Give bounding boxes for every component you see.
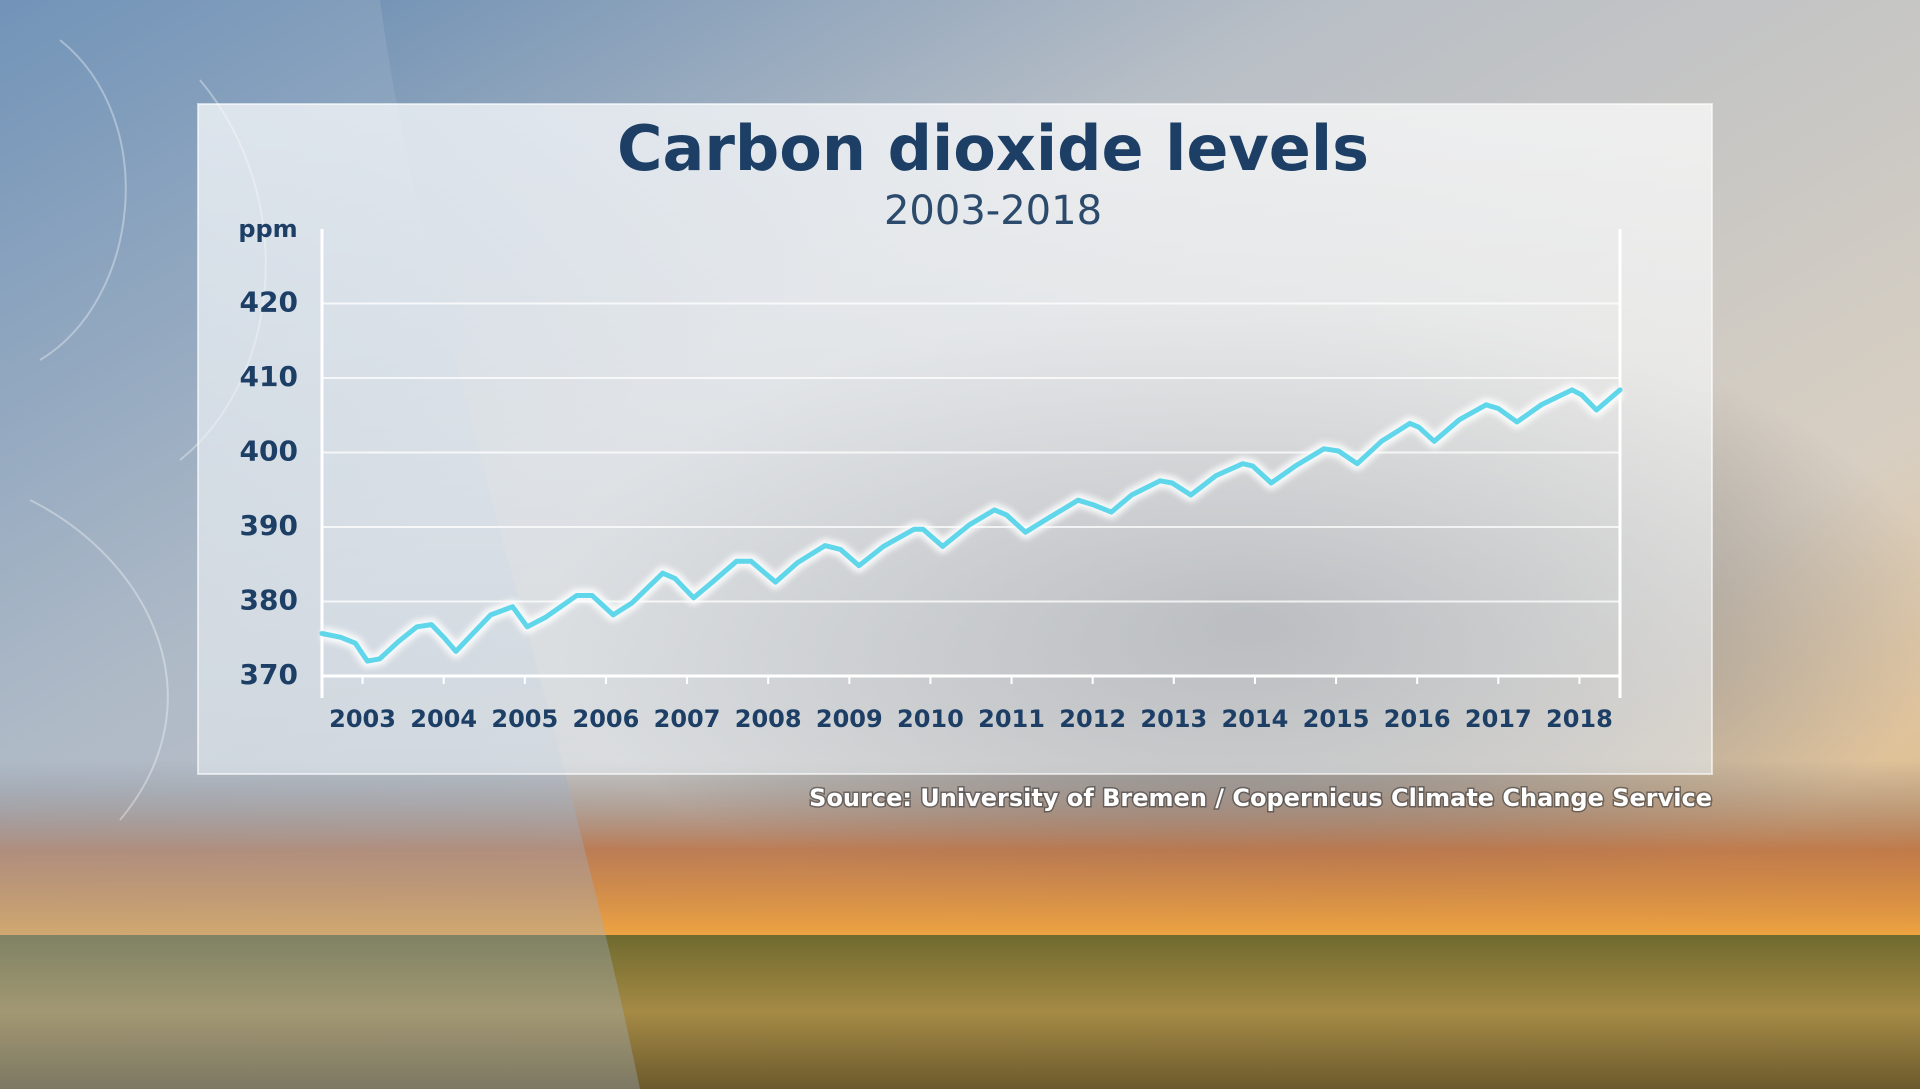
y-tick-label: 410 (240, 360, 298, 393)
x-tick-label: 2004 (410, 705, 477, 733)
x-tick-label: 2011 (978, 705, 1045, 733)
x-tick-label: 2007 (654, 705, 721, 733)
y-axis-label: ppm (238, 215, 297, 243)
x-tick-label: 2013 (1140, 705, 1207, 733)
chart-subtitle: 2003-2018 (884, 188, 1102, 234)
data-line (319, 387, 1623, 664)
x-tick-label: 2003 (329, 705, 396, 733)
chart-title: Carbon dioxide levels (617, 112, 1369, 185)
x-tick-label: 2012 (1059, 705, 1126, 733)
y-tick-label: 370 (240, 658, 298, 691)
x-tick-label: 2016 (1384, 705, 1451, 733)
plot-area: 370 380 390 400 410 420 2003 2004 2005 2006 2007 20… (240, 229, 1625, 733)
chart-panel (197, 103, 1713, 775)
x-tick-label: 2009 (816, 705, 883, 733)
x-tick-label: 2015 (1303, 705, 1370, 733)
y-tick-label: 420 (240, 286, 298, 319)
x-tick-label: 2014 (1222, 705, 1289, 733)
y-tick-label: 390 (240, 509, 298, 542)
y-tick-label: 400 (240, 435, 298, 468)
x-tick-label: 2005 (491, 705, 558, 733)
x-tick-label: 2008 (735, 705, 802, 733)
y-tick-label: 380 (240, 584, 298, 617)
x-tick-label: 2017 (1465, 705, 1532, 733)
source-note: Source: University of Bremen / Copernicu… (809, 784, 1712, 812)
x-tick-label: 2006 (573, 705, 640, 733)
x-tick-label: 2010 (897, 705, 964, 733)
x-tick-label: 2018 (1546, 705, 1613, 733)
